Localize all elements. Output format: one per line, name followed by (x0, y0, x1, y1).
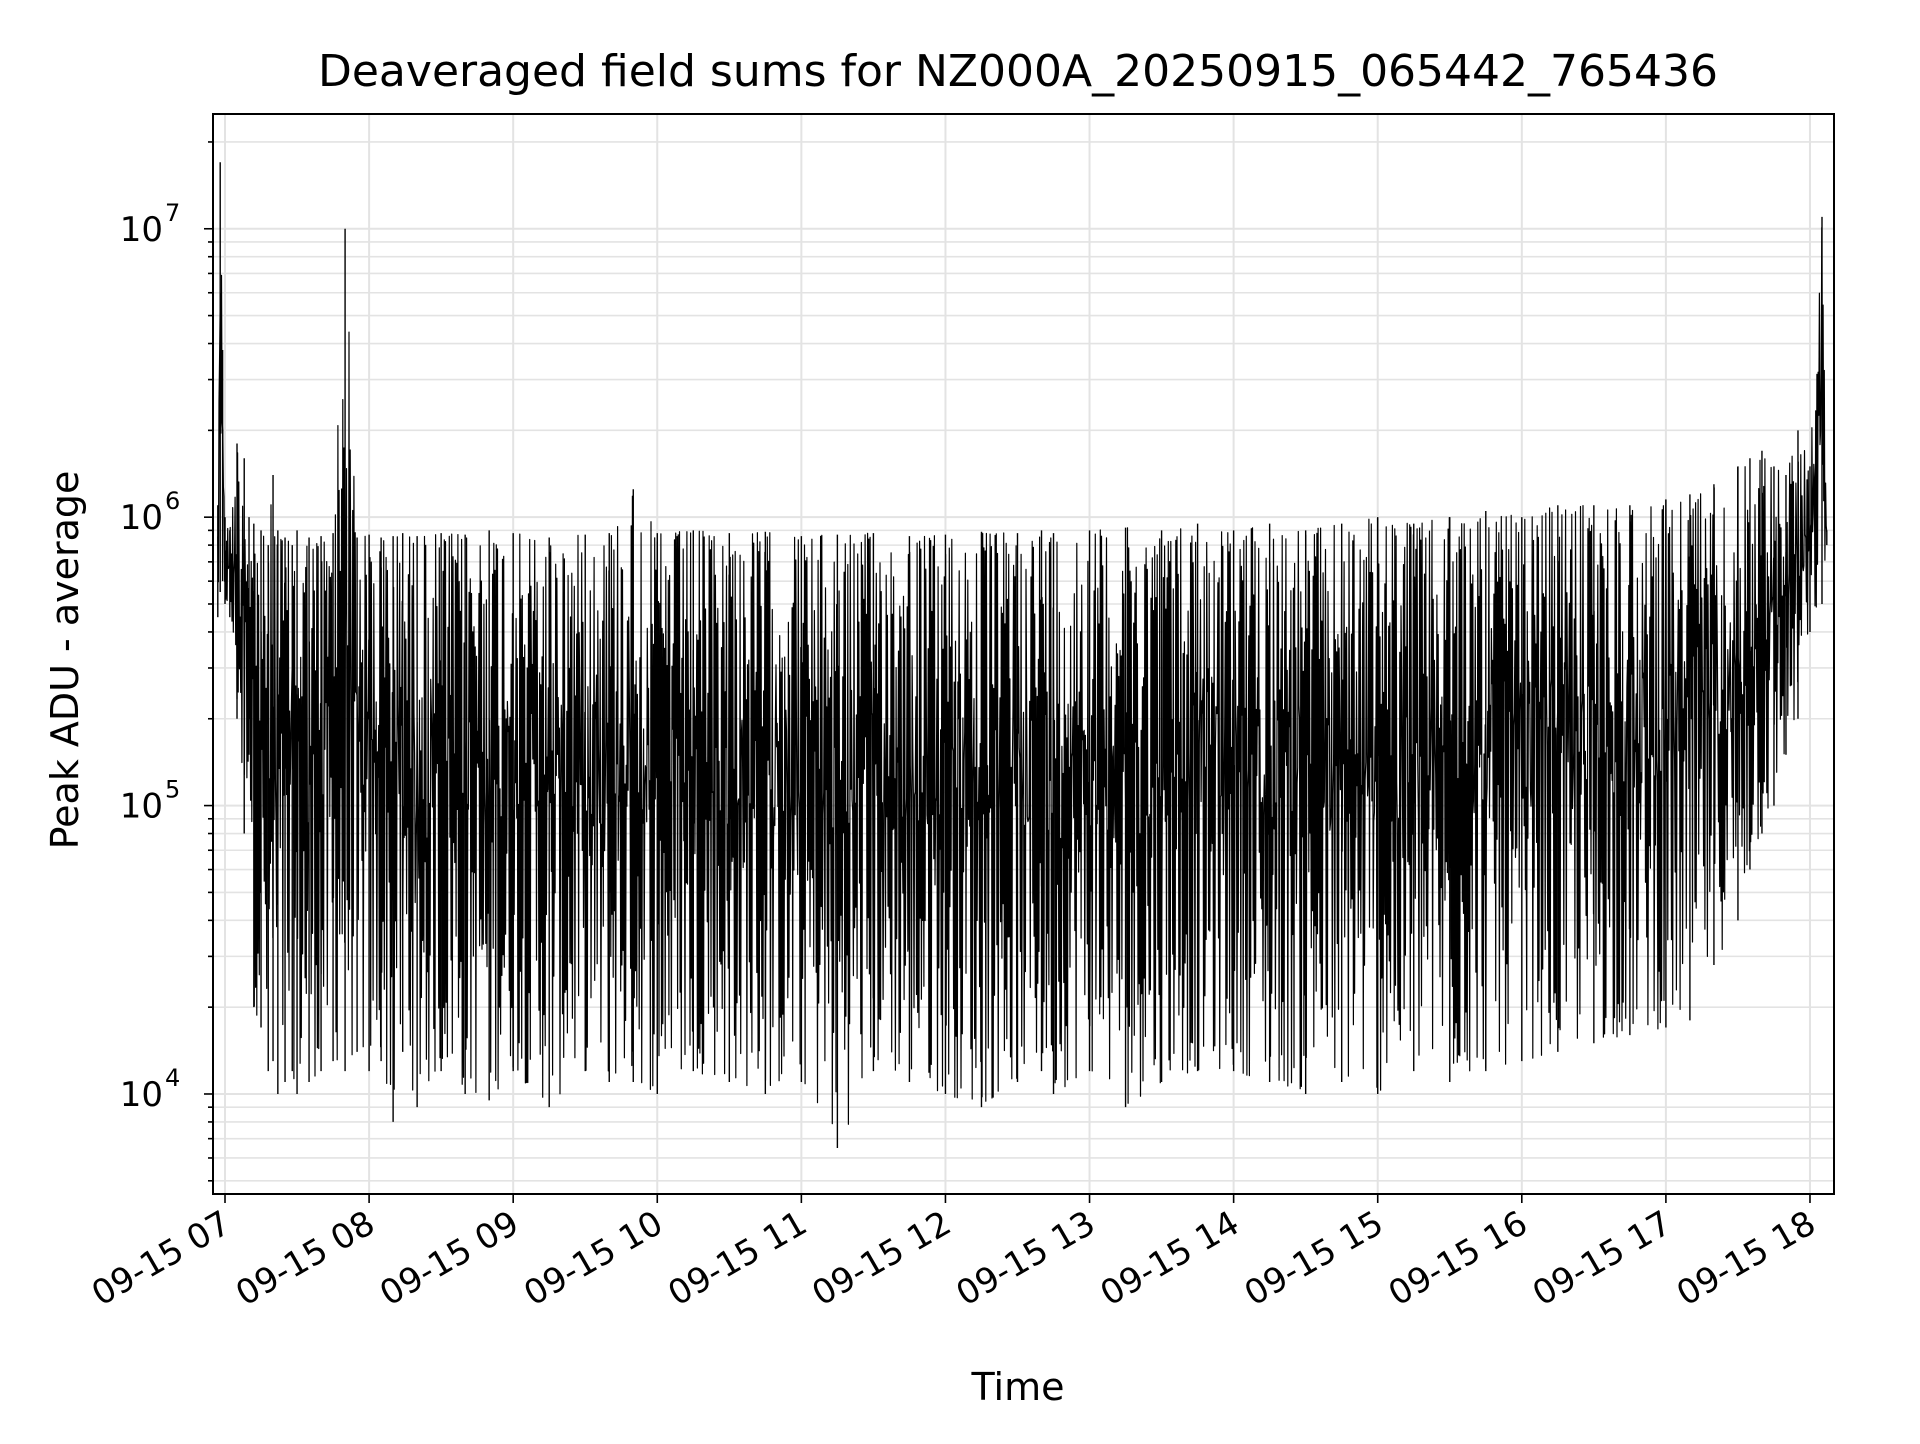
series-layer (217, 162, 1828, 1148)
x-axis-label: Time (971, 1365, 1065, 1409)
y-tick-label: 10 (120, 210, 163, 250)
chart-title: Deaveraged field sums for NZ000A_2025091… (318, 46, 1718, 97)
series-line (217, 227, 1828, 1125)
y-tick-label: 10 (120, 498, 163, 538)
y-tick-label: 10 (120, 1075, 163, 1115)
y-tick-exponent: 7 (165, 199, 180, 227)
plot-frame (212, 113, 1835, 1195)
y-axis-label: Peak ADU - average (43, 471, 87, 850)
y-tick-exponent: 6 (165, 487, 180, 515)
y-tick-exponent: 4 (165, 1064, 180, 1092)
y-tick-exponent: 5 (165, 776, 180, 804)
y-tick-label: 10 (120, 787, 163, 827)
